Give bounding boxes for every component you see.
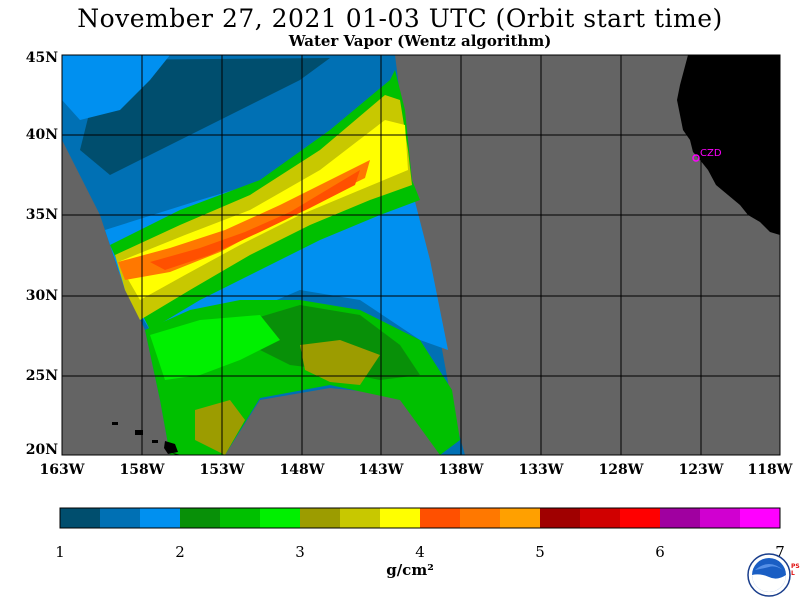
graticule: [61, 54, 781, 456]
lon-label-118w: 118W: [747, 462, 793, 478]
station-marker-dot: [692, 154, 700, 162]
colorbar-swatch: [620, 508, 661, 528]
colorbar-swatch: [260, 508, 301, 528]
lon-label-153w: 153W: [199, 462, 245, 478]
lon-label-128w: 128W: [598, 462, 644, 478]
swath-band-olive-2: [195, 400, 245, 455]
colorbar-swatch: [500, 508, 541, 528]
station-marker: CZD: [692, 148, 722, 162]
colorbar-units: g/cm²: [386, 561, 434, 579]
lat-label-40n: 40N: [25, 127, 58, 143]
lat-label-35n: 35N: [25, 207, 58, 223]
colorbar-swatch: [540, 508, 581, 528]
lon-label-143w: 143W: [358, 462, 404, 478]
colorbar-swatch: [100, 508, 141, 528]
lon-label-123w: 123W: [678, 462, 724, 478]
lat-label-25n: 25N: [25, 368, 58, 384]
colorbar-swatch: [420, 508, 461, 528]
plume-orange: [118, 160, 370, 280]
lon-label-148w: 148W: [279, 462, 325, 478]
colorbar-tick-3: 3: [295, 543, 305, 561]
colorbar-swatch: [140, 508, 181, 528]
colorbar-swatch: [460, 508, 501, 528]
colorbar-swatch: [180, 508, 221, 528]
lon-label-163w: 163W: [39, 462, 85, 478]
colorbar-swatch: [580, 508, 621, 528]
noaa-logo: [747, 553, 791, 597]
lon-label-133w: 133W: [518, 462, 564, 478]
plume-red-orange: [150, 170, 360, 270]
swath-band-blue: [62, 55, 170, 120]
lon-label-138w: 138W: [438, 462, 484, 478]
colorbar-swatch: [700, 508, 741, 528]
colorbar-tick-1: 1: [55, 543, 65, 561]
colorbar-tick-7: 7: [775, 543, 785, 561]
colorbar: [60, 508, 781, 528]
colorbar-swatch: [300, 508, 341, 528]
psl-logo-text: PSL: [791, 563, 800, 577]
colorbar-swatch: [60, 508, 101, 528]
colorbar-tick-6: 6: [655, 543, 665, 561]
colorbar-swatch: [220, 508, 261, 528]
swath-band-olive: [300, 340, 380, 385]
colorbar-swatch: [660, 508, 701, 528]
station-label: CZD: [700, 148, 722, 159]
colorbar-tick-4: 4: [415, 543, 425, 561]
lat-label-30n: 30N: [25, 288, 58, 304]
colorbar-swatch: [340, 508, 381, 528]
colorbar-tick-2: 2: [175, 543, 185, 561]
lon-label-158w: 158W: [119, 462, 165, 478]
chart-title: November 27, 2021 01-03 UTC (Orbit start…: [77, 4, 723, 33]
lat-label-45n: 45N: [25, 50, 58, 66]
north-america-land: [677, 55, 780, 235]
lat-label-20n: 20N: [25, 442, 58, 458]
colorbar-swatch: [740, 508, 781, 528]
colorbar-tick-5: 5: [535, 543, 545, 561]
chart-subtitle: Water Vapor (Wentz algorithm): [288, 32, 552, 50]
swath-band-bright-green: [150, 315, 280, 380]
colorbar-frame: [59, 507, 781, 529]
colorbar-swatch: [380, 508, 421, 528]
